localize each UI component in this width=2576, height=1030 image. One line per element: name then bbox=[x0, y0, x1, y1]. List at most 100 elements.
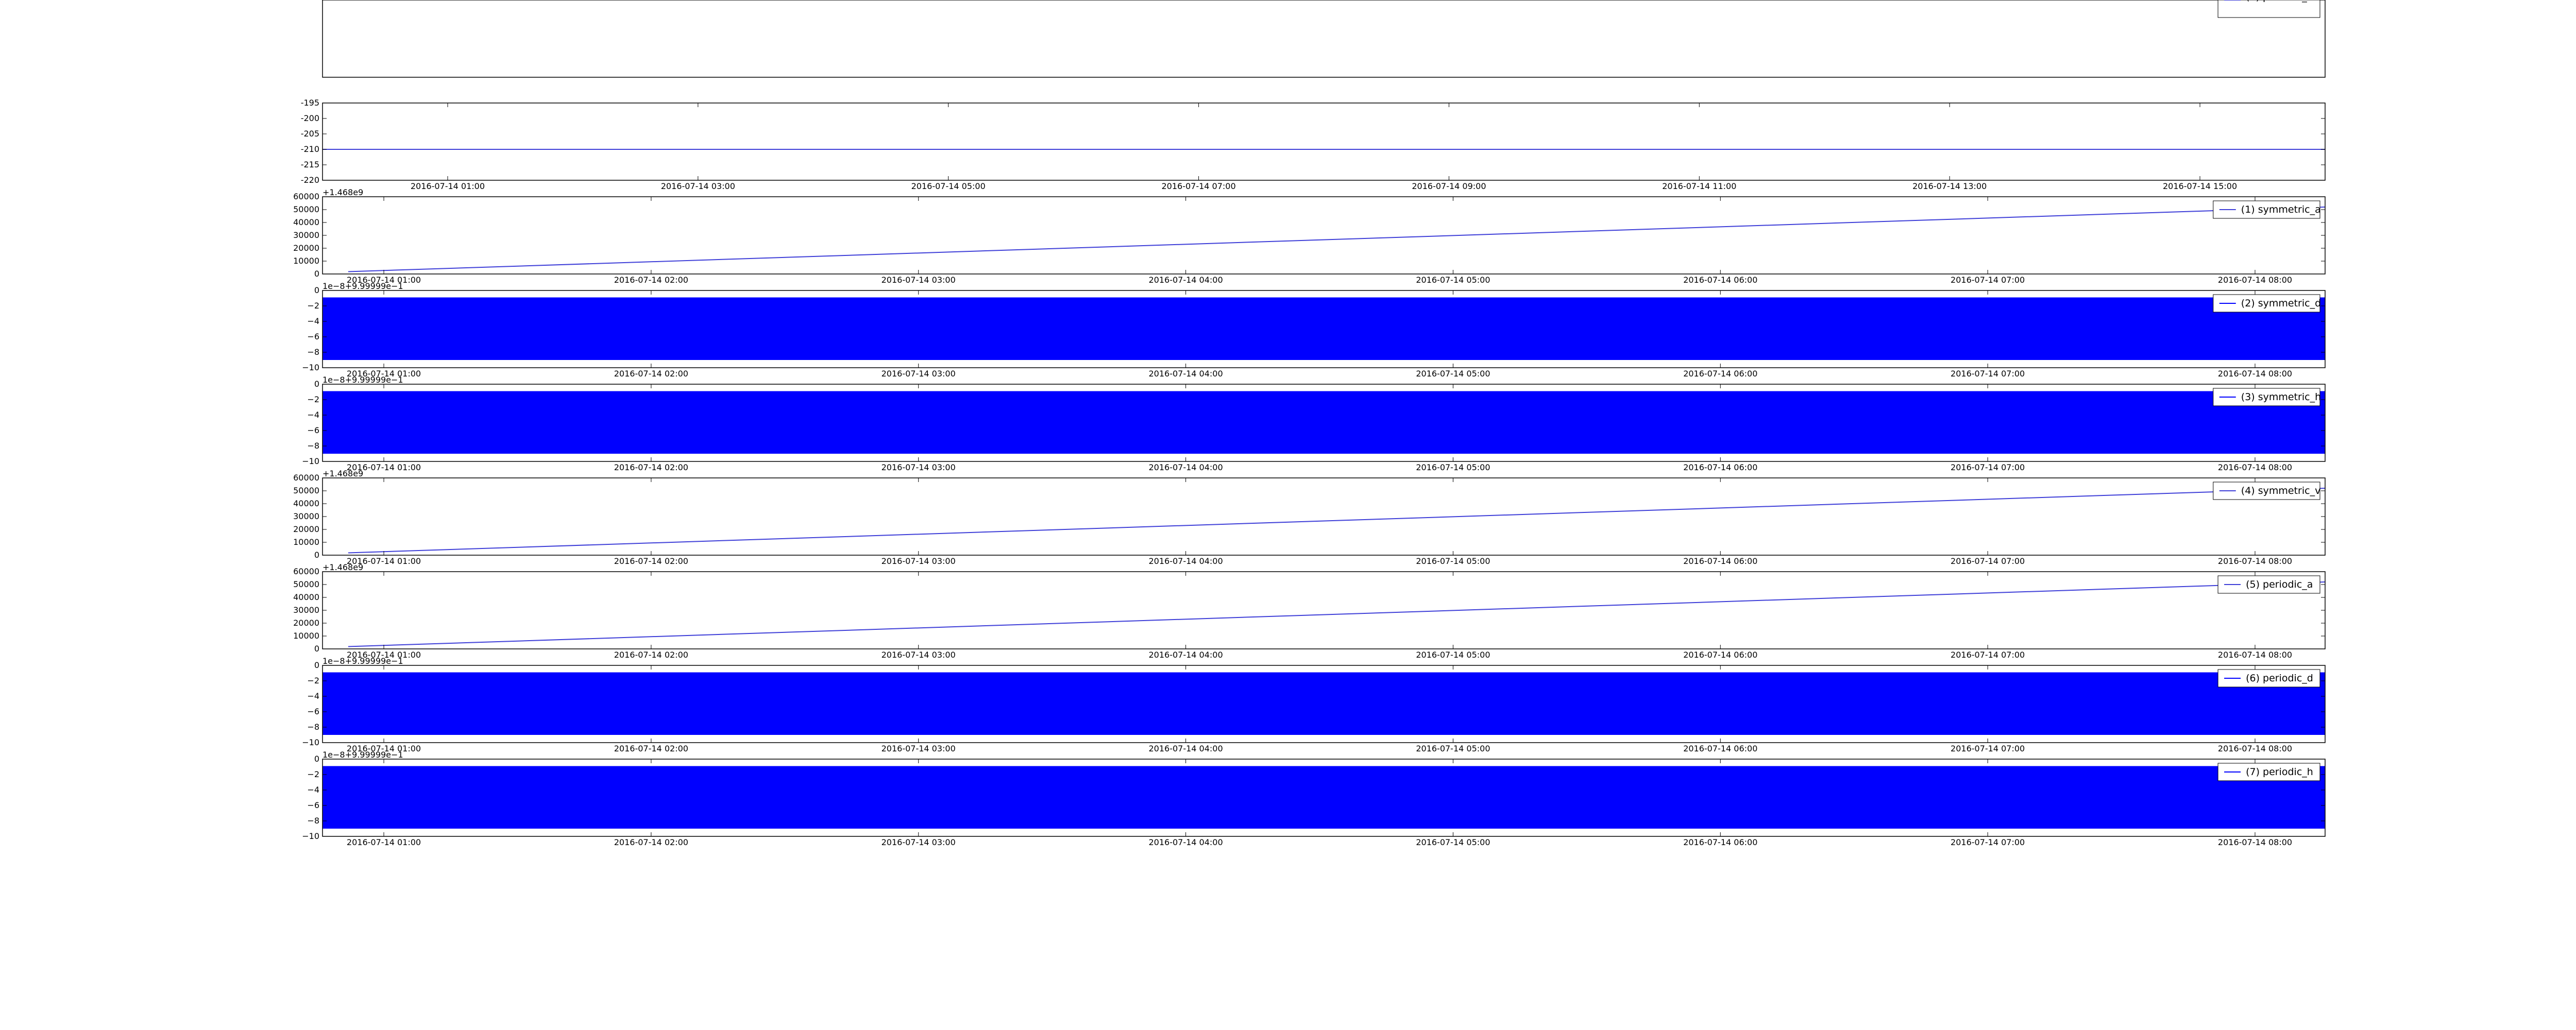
x-tick-label: 2016-07-14 04:00 bbox=[1148, 462, 1223, 472]
legend-label: (1) symmetric_a bbox=[2241, 204, 2321, 215]
legend: (5) periodic_a bbox=[2217, 575, 2320, 594]
x-tick-label: 2016-07-14 07:00 bbox=[1951, 650, 2025, 660]
axes-frame bbox=[322, 102, 2326, 181]
x-tick-label: 2016-07-14 04:00 bbox=[1148, 556, 1223, 566]
axis-offset-label: +1.468e9 bbox=[323, 562, 363, 572]
x-tick-label: 2016-07-14 02:00 bbox=[614, 744, 688, 753]
axis-offset-label: 1e−8+9.99999e−1 bbox=[323, 281, 403, 291]
y-tick-label: 30000 bbox=[293, 0, 319, 2]
x-tick-label: 2016-07-14 08:00 bbox=[2218, 369, 2292, 379]
x-tick-label: 2016-07-14 01:00 bbox=[347, 837, 421, 847]
y-tick-label: -210 bbox=[301, 144, 319, 154]
y-tick-label: 40000 bbox=[293, 0, 319, 2]
y-tick-label: −10 bbox=[302, 737, 319, 747]
subplot-5: 60000 50000 40000 30000 20000 10000 0 2016-07-1… bbox=[293, 469, 2326, 566]
subplot-1: -195 -200 -205 -210 -215 -220 2016-07-14 01:00… bbox=[301, 98, 2326, 191]
axis-offset-label: +1.468e9 bbox=[323, 187, 363, 197]
legend-label: (7) periodic_h bbox=[2246, 766, 2313, 778]
y-tick-label: 0 bbox=[314, 660, 319, 670]
subplot-8: 0 −2 −4 −6 −8 −10 2016-07-14 01:00 2016-07-14 0… bbox=[302, 750, 2326, 847]
x-tick-label: 2016-07-14 03:00 bbox=[882, 744, 956, 753]
legend-label: (8) periodic_v bbox=[2246, 0, 2313, 3]
x-tick-label: 2016-07-14 08:00 bbox=[2218, 837, 2292, 847]
x-tick-label: 2016-07-14 01:00 bbox=[347, 556, 421, 566]
y-tick-label: 30000 bbox=[293, 605, 319, 615]
x-tick-label: 2016-07-14 06:00 bbox=[1683, 837, 1757, 847]
x-tick-label: 2016-07-14 01:00 bbox=[347, 462, 421, 472]
y-tick-label: −6 bbox=[307, 425, 319, 435]
x-tick-label: 2016-07-14 09:00 bbox=[1412, 181, 1486, 191]
y-tick-label: 50000 bbox=[293, 579, 319, 589]
x-tick-label: 2016-07-14 05:00 bbox=[1416, 462, 1490, 472]
x-tick-label: 2016-07-14 06:00 bbox=[1683, 369, 1757, 379]
x-tick-label: 2016-07-14 02:00 bbox=[614, 556, 688, 566]
y-tick-label: 20000 bbox=[293, 618, 319, 628]
y-tick-label: 20000 bbox=[293, 243, 319, 253]
y-tick-label: 20000 bbox=[293, 524, 319, 534]
x-tick-label: 2016-07-14 08:00 bbox=[2218, 650, 2292, 660]
axis-offset-label: 1e−8+9.99999e−1 bbox=[323, 750, 403, 760]
filled-series-band bbox=[323, 672, 2325, 735]
x-tick-label: 2016-07-14 07:00 bbox=[1951, 369, 2025, 379]
y-tick-label: -200 bbox=[301, 113, 319, 123]
legend-label: (3) symmetric_h bbox=[2241, 391, 2321, 403]
axis-offset-label: 1e−8+9.99999e−1 bbox=[323, 375, 403, 385]
subplot-6: 60000 50000 40000 30000 20000 10000 0 2016-07-1… bbox=[293, 562, 2326, 660]
x-tick-label: 2016-07-14 07:00 bbox=[1951, 0, 2025, 2]
y-tick-label: 60000 bbox=[293, 473, 319, 483]
x-tick-label: 2016-07-14 06:00 bbox=[1683, 462, 1757, 472]
legend: (4) symmetric_v bbox=[2213, 482, 2321, 500]
x-tick-label: 2016-07-14 02:00 bbox=[614, 462, 688, 472]
x-tick-label: 2016-07-14 01:00 bbox=[347, 0, 421, 2]
x-tick-label: 2016-07-14 03:00 bbox=[882, 556, 956, 566]
y-tick-label: −8 bbox=[307, 722, 319, 732]
y-tick-label: 40000 bbox=[293, 499, 319, 508]
x-tick-label: 2016-07-14 06:00 bbox=[1683, 0, 1757, 2]
y-tick-label: −6 bbox=[307, 332, 319, 341]
y-tick-label: 10000 bbox=[293, 256, 319, 266]
x-tick-label: 2016-07-14 04:00 bbox=[1148, 837, 1223, 847]
subplot-3: 0 −2 −4 −6 −8 −10 2016-07-14 01:00 2016-07-14 0… bbox=[302, 281, 2326, 379]
y-tick-label: −10 bbox=[302, 456, 319, 466]
y-tick-label: 10000 bbox=[293, 537, 319, 547]
y-tick-label: -220 bbox=[301, 175, 319, 185]
y-tick-label: −8 bbox=[307, 816, 319, 826]
x-tick-label: 2016-07-14 03:00 bbox=[882, 650, 956, 660]
legend: (3) symmetric_h bbox=[2213, 388, 2321, 406]
legend-label: (5) periodic_a bbox=[2246, 579, 2313, 590]
axis-offset-label: +1.468e9 bbox=[323, 0, 363, 2]
axis-offset-label: +1.468e9 bbox=[323, 469, 363, 478]
y-tick-label: −2 bbox=[307, 676, 319, 685]
x-tick-label: 2016-07-14 01:00 bbox=[347, 650, 421, 660]
legend-box bbox=[2217, 575, 2320, 594]
legend: (8) periodic_v bbox=[2217, 0, 2320, 18]
y-tick-label: −6 bbox=[307, 707, 319, 716]
x-tick-label: 2016-07-14 13:00 bbox=[1912, 181, 1987, 191]
legend-label: (6) periodic_d bbox=[2246, 673, 2313, 684]
series-line bbox=[348, 488, 2326, 554]
x-tick-label: 2016-07-14 07:00 bbox=[1951, 744, 2025, 753]
x-tick-label: 2016-07-14 08:00 bbox=[2218, 275, 2292, 285]
x-tick-label: 2016-07-14 02:00 bbox=[614, 369, 688, 379]
x-tick-label: 2016-07-14 04:00 bbox=[1148, 650, 1223, 660]
x-tick-label: 2016-07-14 06:00 bbox=[1683, 650, 1757, 660]
x-tick-label: 2016-07-14 15:00 bbox=[2163, 181, 2237, 191]
x-tick-label: 2016-07-14 07:00 bbox=[1161, 181, 1235, 191]
axes-frame bbox=[322, 384, 2326, 462]
x-tick-label: 2016-07-14 05:00 bbox=[1416, 650, 1490, 660]
y-tick-label: 10000 bbox=[293, 0, 319, 2]
filled-series-band bbox=[323, 391, 2325, 454]
x-tick-label: 2016-07-14 02:00 bbox=[614, 0, 688, 2]
y-tick-label: −4 bbox=[307, 691, 319, 701]
y-tick-label: 60000 bbox=[293, 0, 319, 2]
legend-label: (4) symmetric_v bbox=[2241, 485, 2321, 496]
y-tick-label: 10000 bbox=[293, 631, 319, 641]
y-tick-label: −4 bbox=[307, 785, 319, 795]
x-tick-label: 2016-07-14 05:00 bbox=[1416, 275, 1490, 285]
y-tick-label: 30000 bbox=[293, 511, 319, 521]
legend-label: (2) symmetric_d bbox=[2241, 298, 2321, 309]
axes-frame bbox=[322, 665, 2326, 743]
x-tick-label: 2016-07-14 01:00 bbox=[347, 744, 421, 753]
x-tick-label: 2016-07-14 04:00 bbox=[1148, 369, 1223, 379]
